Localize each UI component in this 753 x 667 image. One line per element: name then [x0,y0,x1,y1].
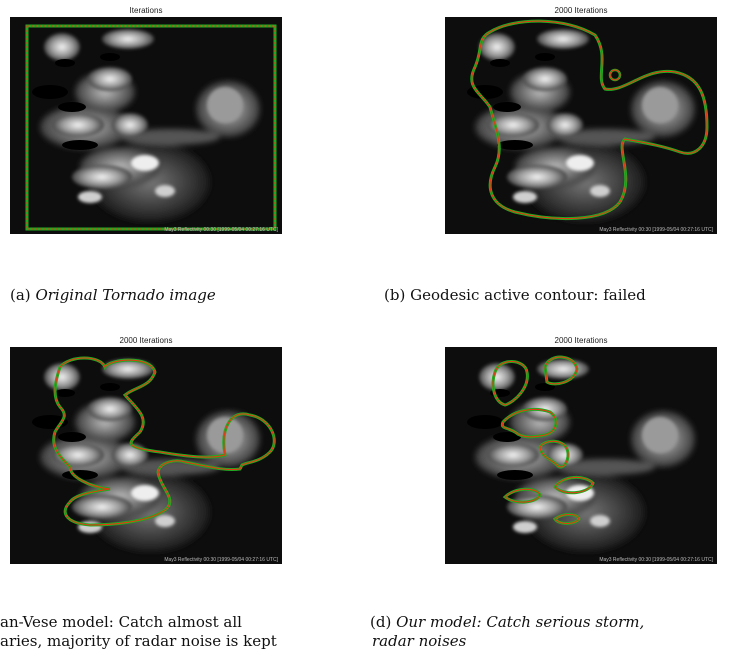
panel-d-title: 2000 Iterations [554,336,608,345]
panel-a: Iterations [10,6,282,234]
panel-d-image: May3 Reflectivity 00:30 [1999-05/04 00:2… [445,347,717,564]
caption-d-line2: radar noises [372,632,467,650]
caption-c-line1: an-Vese model: Catch almost all [0,613,242,631]
caption-b-text: Geodesic active contour: failed [410,286,646,304]
chan-vese-contour [52,356,276,527]
caption-b-label: (b) [384,286,406,304]
panel-c-image: May3 Reflectivity 00:30 [1999-05/04 00:2… [10,347,282,564]
panel-a-image: May3 Reflectivity 00:30 [1999-05/04 00:2… [10,17,282,234]
caption-a-text: Original Tornado image [35,286,216,304]
caption-a: (a) Original Tornado image [10,286,216,304]
caption-a-label: (a) [10,286,31,304]
panel-b-title: 2000 Iterations [554,6,608,15]
panel-c-stamp: May3 Reflectivity 00:30 [1999-05/04 00:2… [164,557,278,563]
caption-b: (b) Geodesic active contour: failed [384,286,646,304]
panel-d: 2000 Iterations May3 Ref [445,336,717,564]
caption-d-line1: Our model: Catch serious storm, [396,613,645,631]
panel-a-stamp: May3 Reflectivity 00:30 [1999-05/04 00:2… [164,227,278,233]
panel-b-stamp: May3 Reflectivity 00:30 [1999-05/04 00:2… [599,227,713,233]
caption-d-label: (d) [370,613,392,631]
panel-b: 2000 Iterations May3 Reflectivity 00:30 … [445,6,717,234]
panel-a-title: Iterations [129,6,163,15]
caption-c-line2: aries, majority of radar noise is kept [0,632,277,650]
our-model-contours [491,355,595,525]
panel-d-stamp: May3 Reflectivity 00:30 [1999-05/04 00:2… [599,557,713,563]
caption-d: (d) Our model: Catch serious storm, rada… [370,613,644,651]
panel-c: 2000 Iterations May3 Reflectivity 00:30 … [10,336,282,564]
panel-c-title: 2000 Iterations [119,336,173,345]
panel-b-image: May3 Reflectivity 00:30 [1999-05/04 00:2… [445,17,717,234]
caption-c: an-Vese model: Catch almost all aries, m… [0,613,277,651]
